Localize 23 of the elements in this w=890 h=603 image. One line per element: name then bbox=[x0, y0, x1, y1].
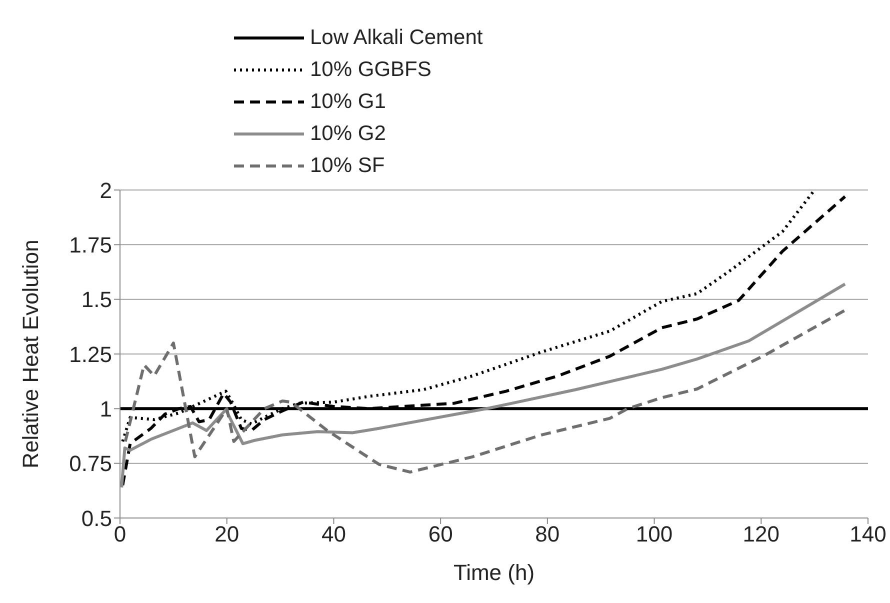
legend-label: 10% SF bbox=[310, 154, 385, 178]
y-axis-title: Relative Heat Evolution bbox=[18, 240, 43, 468]
y-tick-label: 1 bbox=[100, 396, 112, 422]
x-tick-label: 140 bbox=[850, 522, 886, 547]
x-tick-label: 0 bbox=[114, 522, 126, 547]
y-tick-label: 1.75 bbox=[69, 232, 112, 258]
x-tick-label: 100 bbox=[636, 522, 673, 547]
x-tick-label: 20 bbox=[214, 522, 240, 547]
legend-label: 10% GGBFS bbox=[310, 58, 432, 82]
x-tick-label: 120 bbox=[742, 522, 780, 547]
y-tick-label: 2 bbox=[100, 178, 112, 203]
legend-label: Low Alkali Cement bbox=[310, 26, 483, 50]
y-tick-label: 1.25 bbox=[69, 342, 112, 367]
x-tick-label: 60 bbox=[428, 522, 453, 547]
x-tick-label: 80 bbox=[535, 522, 560, 547]
x-tick-label: 40 bbox=[321, 522, 346, 547]
y-tick-label: 0.5 bbox=[81, 506, 112, 531]
legend-label: 10% G1 bbox=[310, 90, 386, 114]
y-tick-label: 1.5 bbox=[81, 287, 112, 312]
line-series bbox=[124, 308, 847, 474]
y-tick-label: 0.75 bbox=[69, 451, 112, 476]
x-axis-title: Time (h) bbox=[453, 560, 535, 585]
legend-label: 10% G2 bbox=[310, 122, 386, 146]
